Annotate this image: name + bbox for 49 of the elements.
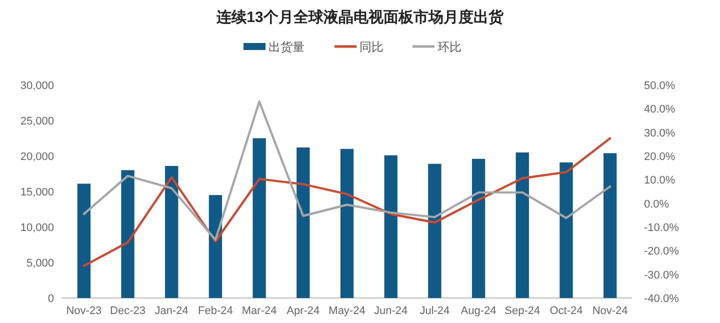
- y2-tick-label: 40.0%: [644, 104, 676, 116]
- x-tick-label: May-24: [328, 305, 366, 317]
- x-tick-label: Oct-24: [550, 305, 583, 317]
- bar: [296, 147, 310, 298]
- y2-tick-label: -20.0%: [644, 246, 680, 258]
- y2-tick-label: -40.0%: [644, 293, 680, 305]
- y2-tick-label: 30.0%: [644, 127, 676, 140]
- y-tick-label: 0: [48, 293, 54, 305]
- y-tick-label: 5,000: [26, 258, 54, 270]
- y2-tick-label: 50.0%: [644, 80, 676, 92]
- bar: [208, 195, 222, 298]
- y-tick-label: 15,000: [20, 186, 54, 198]
- x-tick-label: Feb-24: [198, 305, 233, 317]
- legend-label: 环比: [438, 40, 462, 54]
- bar: [340, 148, 354, 298]
- bar: [472, 158, 486, 298]
- y2-tick-label: -30.0%: [644, 269, 680, 282]
- y-tick-label: 30,000: [20, 80, 54, 92]
- x-tick-label: Aug-24: [460, 305, 496, 317]
- bar: [428, 164, 442, 298]
- x-tick-label: Dec-23: [110, 305, 146, 317]
- y2-tick-label: -10.0%: [644, 222, 680, 234]
- x-tick-label: Nov-24: [592, 305, 628, 317]
- y-tick-label: 10,000: [20, 222, 54, 234]
- y2-tick-label: 0.0%: [644, 198, 670, 210]
- bar: [165, 166, 178, 298]
- bar: [604, 153, 617, 298]
- bar: [121, 170, 134, 298]
- x-tick-label: Apr-24: [286, 305, 320, 317]
- x-tick-label: Jan-24: [154, 305, 188, 317]
- x-tick-label: Sep-24: [504, 305, 540, 317]
- bar: [252, 138, 266, 298]
- x-tick-label: Mar-24: [242, 305, 277, 317]
- y-tick-label: 25,000: [20, 116, 54, 128]
- bar: [516, 152, 529, 298]
- legend-label: 出货量: [268, 40, 304, 54]
- y2-tick-label: 10.0%: [644, 174, 676, 187]
- bar: [77, 184, 90, 298]
- x-tick-label: Jul-24: [420, 305, 450, 317]
- bar: [560, 162, 573, 298]
- legend-label: 同比: [360, 40, 384, 54]
- bar: [384, 155, 398, 298]
- y-tick-label: 20,000: [20, 151, 54, 163]
- x-tick-label: Nov-23: [66, 305, 102, 317]
- y2-tick-label: 20.0%: [644, 151, 676, 163]
- chart-title: 连续13个月全球液晶电视面板市场月度出货: [216, 8, 504, 26]
- x-tick-label: Jun-24: [374, 305, 408, 317]
- line-series: [82, 137, 612, 267]
- line-series: [82, 100, 612, 241]
